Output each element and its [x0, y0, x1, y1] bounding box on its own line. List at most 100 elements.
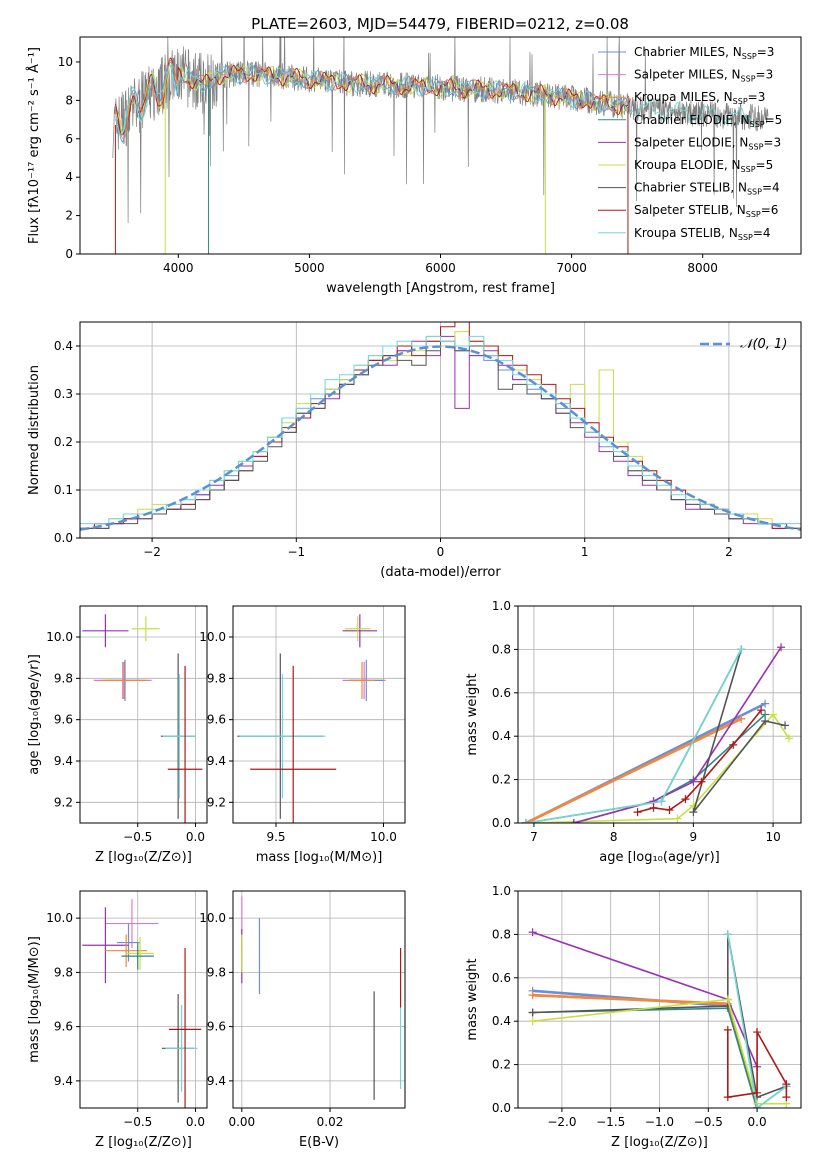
model-spectrum: [114, 61, 632, 143]
weight-marker: [761, 699, 770, 708]
plot-area: [237, 614, 386, 823]
y-tick-label: 9.2: [207, 795, 226, 809]
residuals-panel: −2 −1 0 1 2 0.0 0.1 0.2 0.3 0.4 (data-model)/error…: [27, 321, 802, 580]
legend-entry: Kroupa MILES, NSSP=3: [634, 90, 765, 106]
weight-marker: [528, 1008, 537, 1017]
weight-marker: [681, 795, 690, 804]
weight-marker: [528, 1017, 537, 1026]
weight-marker: [528, 928, 537, 937]
x-tick-label: 8: [610, 830, 618, 844]
weight-marker: [689, 808, 698, 817]
x-tick-label: 8000: [687, 261, 718, 275]
weight-vs-metallicity-panel: −2.0 −1.5 −1.0 −0.5 0.0 0.0 0.2 0.4 0.6 0.8 1.0 Z […: [465, 884, 802, 1150]
y-tick-label: 0.2: [492, 1058, 511, 1072]
x-tick-label: −0.5: [694, 1115, 723, 1129]
y-tick-label: 10.0: [46, 911, 73, 925]
x-tick-label: −1.5: [596, 1115, 625, 1129]
y-tick-label: 9.8: [54, 671, 73, 685]
x-axis-label: Z [log₁₀(Z/Z⊙)]: [95, 850, 192, 865]
y-tick-label: 0.6: [492, 686, 511, 700]
x-tick-label: 2: [725, 545, 733, 559]
y-tick-label: 4: [65, 170, 73, 184]
y-tick-label: 0.1: [54, 483, 73, 497]
legend-entry: Kroupa STELIB, NSSP=4: [634, 226, 771, 242]
legend-entry: Salpeter MILES, NSSP=3: [634, 68, 773, 84]
x-tick-label: 5000: [294, 261, 325, 275]
x-tick-label: 9.5: [266, 830, 285, 844]
x-tick-label: −1.0: [645, 1115, 674, 1129]
weight-marker: [689, 777, 698, 786]
y-tick-label: 6: [65, 132, 73, 146]
y-tick-label: 0.0: [54, 531, 73, 545]
weight-marker: [753, 1104, 762, 1108]
y-tick-label: 1.0: [492, 884, 511, 898]
x-tick-label: 0.0: [186, 1115, 205, 1129]
y-axis-label: mass [log₁₀(M/M⊙)]: [27, 936, 42, 1063]
model-spectrum: [114, 59, 632, 140]
y-tick-label: 9.6: [207, 713, 226, 727]
x-tick-label: 4000: [163, 261, 194, 275]
gaussian-curve: [80, 345, 801, 531]
weight-marker: [723, 995, 732, 1004]
x-tick-label: 6000: [425, 261, 456, 275]
y-tick-label: 8: [65, 93, 73, 107]
mass-vs-metallicity-panel: −0.5 0.0 9.4 9.6 9.8 10.0 Z [log₁₀(Z/Z⊙)] mass …: [27, 890, 208, 1150]
spectrum-panel: 4000 5000 6000 7000 8000 0 2 4 6 8 10 wavelength [A…: [26, 36, 802, 296]
legend-entry: Kroupa ELODIE, NSSP=5: [634, 158, 773, 174]
weight-marker: [737, 645, 746, 654]
x-tick-label: 0.00: [228, 1115, 255, 1129]
y-axis-label: Normed distribution: [27, 365, 42, 495]
legend-entry: Salpeter ELODIE, NSSP=3: [634, 135, 781, 151]
x-tick-label: −0.5: [123, 830, 152, 844]
y-tick-label: 9.6: [207, 1020, 226, 1034]
weight-series: [727, 934, 787, 1108]
x-tick-label: 7: [530, 830, 538, 844]
weight-marker: [649, 803, 658, 812]
observed-spectrum: [112, 37, 769, 224]
axes-frame: [517, 605, 802, 824]
y-tick-label: 10.0: [199, 630, 226, 644]
x-axis-label: Z [log₁₀(Z/Z⊙)]: [95, 1135, 192, 1150]
weight-marker: [757, 706, 766, 715]
weight-marker: [697, 777, 706, 786]
y-tick-label: 0.8: [492, 927, 511, 941]
age-vs-metallicity-panel: −0.5 0.0 9.2 9.4 9.6 9.8 10.0 Z [log₁₀(Z/Z⊙)] ag…: [27, 605, 208, 865]
y-tick-label: 0.3: [54, 387, 73, 401]
weight-marker: [729, 740, 738, 749]
plot-area: [112, 37, 769, 254]
weight-marker: [781, 721, 790, 730]
x-tick-label: 0.02: [317, 1115, 344, 1129]
y-tick-label: 0.8: [492, 642, 511, 656]
model-spectrum: [114, 64, 756, 138]
plot-area: [82, 899, 202, 1108]
y-axis-label: age [log₁₀(age/yr)]: [27, 654, 42, 775]
x-axis-label: age [log₁₀(age/yr)]: [599, 850, 720, 865]
y-tick-label: 0.6: [492, 971, 511, 985]
axes-frame: [232, 890, 406, 1109]
y-tick-label: 9.8: [207, 965, 226, 979]
legend-entry: 𝒩(0, 1): [740, 337, 787, 352]
weight-marker: [673, 814, 682, 823]
weight-marker: [761, 717, 770, 726]
x-tick-label: −2.0: [547, 1115, 576, 1129]
axes-frame: [79, 890, 208, 1109]
y-tick-label: 0.0: [492, 816, 511, 830]
y-tick-label: 0.2: [492, 773, 511, 787]
legend-entry: Chabrier STELIB, NSSP=4: [634, 181, 780, 197]
y-tick-label: 9.8: [207, 671, 226, 685]
weight-marker: [782, 1093, 791, 1102]
model-spectrum: [115, 63, 631, 133]
plot-area: [80, 322, 801, 538]
y-tick-label: 9.4: [207, 754, 226, 768]
weight-series: [532, 998, 787, 1105]
x-axis-label: (data-model)/error: [380, 565, 501, 580]
x-tick-label: 10: [765, 830, 780, 844]
y-tick-label: 2: [65, 209, 73, 223]
model-spectrum: [114, 57, 632, 136]
weight-marker: [633, 808, 642, 817]
weight-marker: [753, 1028, 762, 1037]
weight-series: [573, 646, 782, 823]
x-tick-label: 7000: [556, 261, 587, 275]
y-tick-label: 9.4: [207, 1074, 226, 1088]
weight-marker: [753, 1088, 762, 1097]
